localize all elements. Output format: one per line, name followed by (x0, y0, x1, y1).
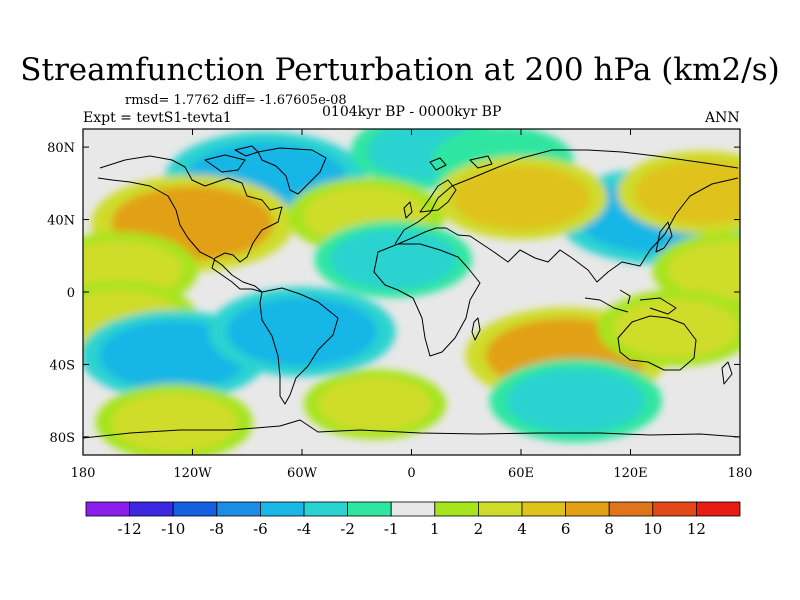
colorbar-swatch (521, 501, 566, 517)
colorbar-swatch (696, 501, 741, 517)
coast-australia (617, 315, 697, 371)
anomaly-southern-ocean-low (506, 368, 645, 433)
coast-south-america (259, 287, 339, 405)
colorbar-label: -8 (209, 520, 224, 538)
anomaly-antarctic-high-west (111, 392, 238, 452)
period-label: 0104kyr BP - 0000kyr BP (322, 104, 502, 120)
x-tick-label: 60W (287, 466, 318, 481)
coast-britain (403, 201, 413, 219)
colorbar-label: 10 (643, 520, 662, 538)
coast-madagascar (471, 317, 481, 341)
y-tick-label: 80N (47, 141, 75, 156)
plot-title: Streamfunction Perturbation at 200 hPa (… (20, 52, 780, 88)
x-tick-label: 120E (613, 466, 647, 481)
season-label: ANN (705, 110, 740, 126)
colorbar-label: -6 (253, 520, 268, 538)
coast-indonesia (584, 289, 677, 315)
colorbar-swatch (565, 501, 610, 517)
anomaly-australia-high (613, 298, 740, 358)
coast-arctic-islands (204, 145, 259, 173)
colorbar-label: 6 (561, 520, 571, 538)
anomaly-southern-atlantic-high (318, 377, 432, 432)
colorbar-label: -12 (118, 520, 142, 538)
colorbar-swatch (259, 501, 305, 517)
y-tick-label: 40N (47, 214, 75, 229)
colorbar-label: 1 (430, 520, 440, 538)
colorbar-swatch (434, 501, 479, 517)
y-tick-label: 0 (67, 286, 75, 301)
experiment-label: Expt = tevtS1-tevta1 (83, 110, 232, 126)
colorbar-label: 8 (604, 520, 614, 538)
colorbar-label: 2 (474, 520, 484, 538)
anomaly-south-atlantic-low (227, 297, 377, 367)
anomaly-pacific-north-high (634, 160, 740, 225)
colorbar-swatch (347, 501, 392, 517)
y-tick-label: 80S (50, 431, 75, 446)
y-tick-label: 40S (50, 358, 75, 373)
colorbar-swatch (652, 501, 697, 517)
coast-europe-north (419, 179, 457, 213)
colorbar-label: -1 (384, 520, 399, 538)
coast-greenland (257, 147, 327, 195)
anomaly-africa-low (330, 229, 457, 289)
coast-japan (655, 221, 673, 253)
colorbar-label: -10 (161, 520, 185, 538)
anomaly-europe-high (452, 165, 590, 230)
x-tick-label: 180 (728, 466, 753, 481)
x-tick-label: 0 (407, 466, 415, 481)
coast-africa (373, 243, 481, 357)
coast-eurasia (394, 149, 739, 283)
x-tick-label: 180 (71, 466, 96, 481)
coast-svalbard (429, 155, 493, 171)
colorbar-swatch (85, 501, 130, 517)
colorbar-label: -4 (297, 520, 312, 538)
colorbar-swatch (390, 501, 436, 517)
colorbar-swatch (172, 501, 218, 517)
colorbar-swatch (216, 501, 261, 517)
colorbar-swatch (477, 501, 523, 517)
colorbar-label: 12 (687, 520, 706, 538)
anomaly-tropical-pacific-high (667, 240, 740, 300)
x-tick-label: 120W (173, 466, 212, 481)
colorbar-swatch (608, 501, 654, 517)
coast-new-zealand (721, 361, 733, 385)
rmsd-label: rmsd= 1.7762 diff= -1.67605e-08 (125, 93, 347, 108)
colorbar-swatch (129, 501, 174, 517)
colorbar-swatch (303, 501, 348, 517)
coast-north-america (97, 155, 283, 293)
coast-antarctica (83, 419, 740, 439)
colorbar-label: -2 (340, 520, 355, 538)
x-tick-label: 60E (508, 466, 534, 481)
colorbar-label: 4 (517, 520, 527, 538)
